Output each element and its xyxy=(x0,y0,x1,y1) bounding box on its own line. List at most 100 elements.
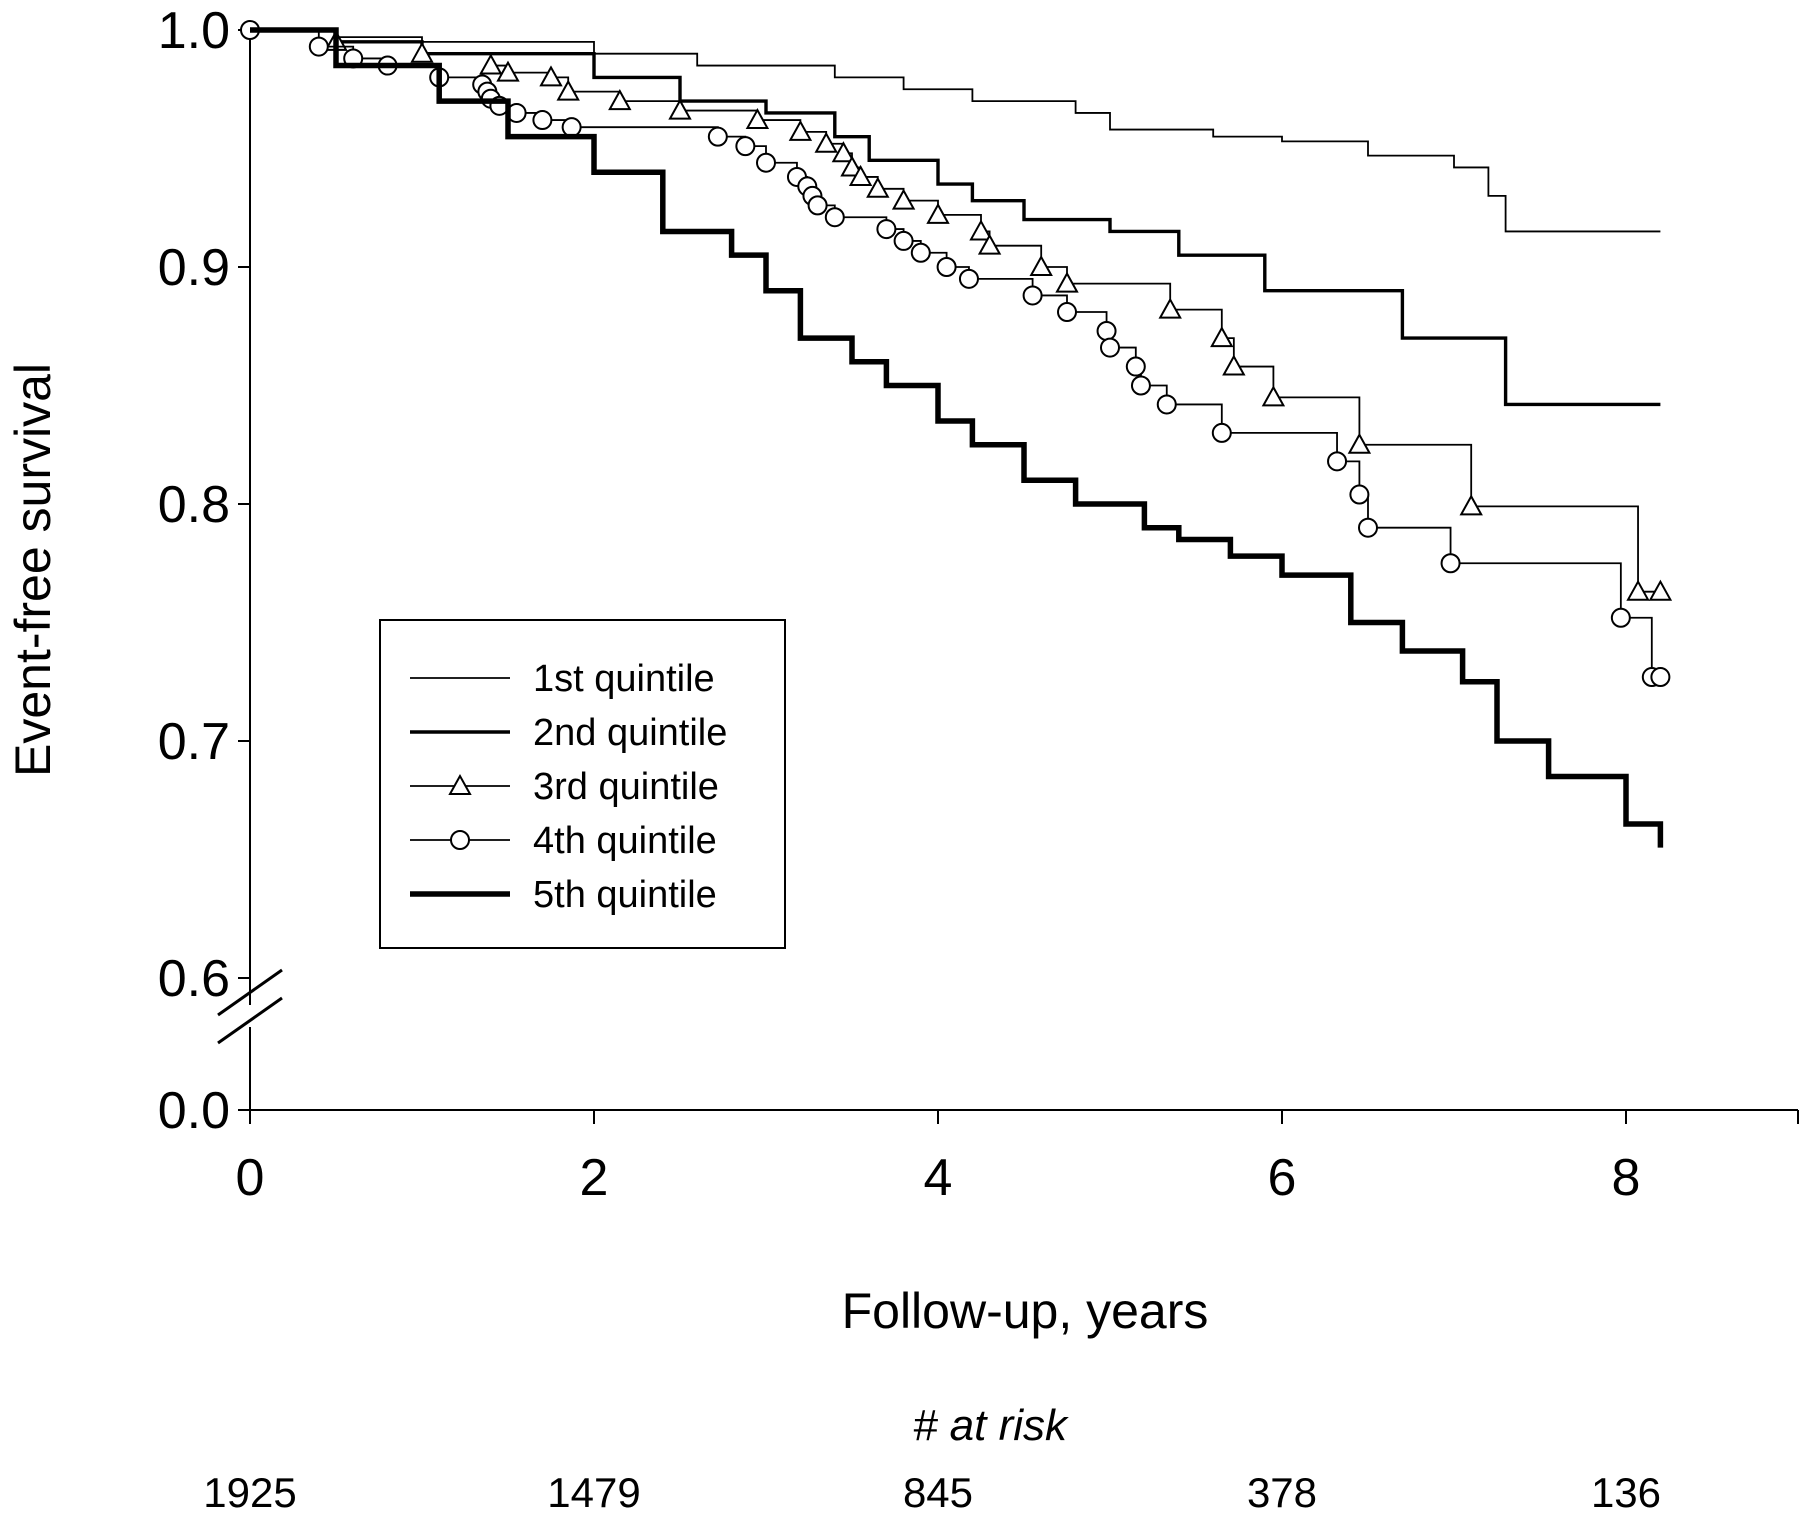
series-line xyxy=(250,27,1664,848)
y-tick-label: 0.0 xyxy=(158,1082,230,1140)
legend-label: 2nd quintile xyxy=(533,712,727,754)
series-line xyxy=(250,29,1661,233)
legend-marker xyxy=(448,773,472,795)
series-point xyxy=(1358,517,1378,538)
y-tick-label: 0.6 xyxy=(158,950,230,1008)
series-point xyxy=(1096,320,1117,341)
x-axis-label: Follow-up, years xyxy=(842,1283,1209,1339)
x-tick-label: 6 xyxy=(1268,1149,1297,1207)
series-point xyxy=(1347,432,1372,454)
series-point xyxy=(788,119,813,141)
legend-item: 5th quintile xyxy=(410,874,717,916)
at-risk-value: 378 xyxy=(1247,1469,1317,1516)
legend-marker xyxy=(450,830,470,850)
series-1 xyxy=(250,29,1661,233)
legend-item: 1st quintile xyxy=(410,658,715,700)
series-point xyxy=(1158,297,1182,319)
series-point xyxy=(1261,385,1286,407)
series-point xyxy=(1440,553,1461,574)
series-point xyxy=(479,53,503,75)
series-line xyxy=(250,29,1661,678)
series-point xyxy=(893,230,914,251)
series-point xyxy=(824,207,845,228)
series-point xyxy=(969,219,993,241)
legend-label: 3rd quintile xyxy=(533,766,719,808)
series-point xyxy=(608,89,632,111)
x-tick-label: 4 xyxy=(924,1149,953,1207)
series-point xyxy=(410,41,434,63)
series-point xyxy=(926,202,950,224)
series-line xyxy=(250,29,1661,593)
series-point xyxy=(840,155,864,177)
series-point xyxy=(496,60,520,82)
series-point xyxy=(1459,494,1483,516)
at-risk-value: 1479 xyxy=(547,1469,640,1516)
series-point xyxy=(532,110,553,131)
series-point xyxy=(1057,302,1077,323)
series-point xyxy=(866,176,890,198)
tick-labels: 1.0 0.9 0.8 0.7 0.6 0.00 2 4 6 8 xyxy=(158,2,1641,1207)
series-point xyxy=(1327,451,1348,472)
legend-item: 2nd quintile xyxy=(410,712,727,754)
axis-break-mark xyxy=(217,996,283,1045)
series-point xyxy=(1650,667,1671,688)
y-tick-label: 0.8 xyxy=(158,476,230,534)
series-point xyxy=(958,268,979,289)
series-point xyxy=(1029,254,1053,276)
series-point xyxy=(1210,326,1234,348)
axes xyxy=(210,29,1799,1124)
series-5 xyxy=(250,27,1664,848)
series-point xyxy=(910,242,931,263)
series-point xyxy=(561,117,582,138)
series-line xyxy=(250,28,1661,407)
y-axis-label: Event-free survival xyxy=(5,363,61,777)
series-point xyxy=(1211,422,1232,443)
legend: 1st quintile 2nd quintile 3rd quintile 4th … xyxy=(379,619,786,949)
at-risk-value: 136 xyxy=(1591,1469,1661,1516)
series-point xyxy=(707,126,728,147)
series-point xyxy=(1055,271,1079,293)
legend-item: 4th quintile xyxy=(410,820,717,862)
series-point xyxy=(1349,484,1370,505)
series-point xyxy=(891,188,916,210)
at-risk-value: 1925 xyxy=(203,1469,296,1516)
series-point xyxy=(848,164,873,186)
x-tick-label: 2 xyxy=(580,1149,609,1207)
y-tick-label: 1.0 xyxy=(158,2,230,60)
series-point xyxy=(1130,375,1151,396)
series-3 xyxy=(250,29,1673,601)
x-tick-label: 8 xyxy=(1612,1149,1641,1207)
legend-label: 4th quintile xyxy=(533,820,717,862)
series-point xyxy=(936,257,957,277)
series-point xyxy=(1222,354,1246,376)
x-tick-label: 0 xyxy=(236,1149,265,1207)
axis-break-mark xyxy=(217,968,283,1017)
series-point xyxy=(1100,337,1120,358)
series-4 xyxy=(240,20,1671,688)
at-risk-value: 845 xyxy=(903,1469,973,1516)
series-point xyxy=(1648,579,1673,601)
series-point xyxy=(735,136,756,157)
series-point xyxy=(977,233,1002,255)
legend-label: 5th quintile xyxy=(533,874,717,916)
series-point xyxy=(668,98,692,120)
series-point xyxy=(876,219,897,240)
series-point xyxy=(814,131,838,153)
series-point xyxy=(539,65,563,87)
series-point xyxy=(1610,607,1631,628)
y-tick-label: 0.7 xyxy=(158,713,230,771)
y-tick-label: 0.9 xyxy=(158,239,230,297)
series-point xyxy=(308,36,329,57)
series-point xyxy=(807,195,828,216)
series-point xyxy=(1156,394,1177,415)
legend-label: 1st quintile xyxy=(533,658,715,700)
legend-item: 3rd quintile xyxy=(410,766,719,808)
series-point xyxy=(745,108,770,130)
series-point xyxy=(831,141,856,163)
series-point xyxy=(756,152,776,173)
series-point xyxy=(556,79,580,101)
series-group xyxy=(240,20,1673,848)
series-2 xyxy=(250,28,1661,407)
series-point xyxy=(1125,356,1146,377)
